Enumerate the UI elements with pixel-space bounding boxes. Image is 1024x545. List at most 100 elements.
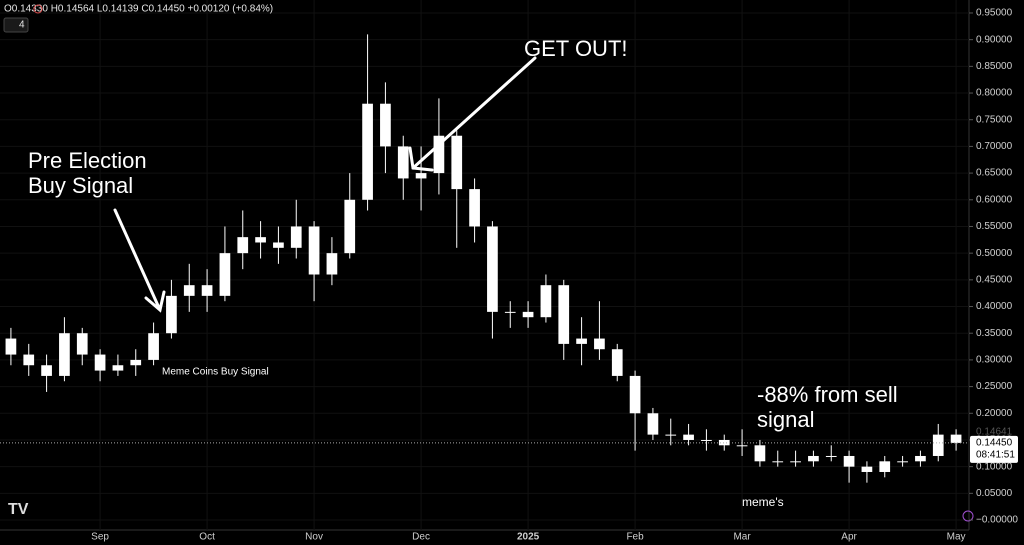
candle-body: [94, 354, 106, 371]
candle-body: [130, 359, 142, 366]
candle-body: [469, 189, 480, 227]
candles: [5, 34, 962, 483]
x-tick-label: Dec: [412, 532, 430, 543]
candle-body: [611, 349, 623, 376]
y-tick-label: 0.10000: [976, 461, 1013, 472]
candle-body: [808, 455, 819, 462]
x-tick-label: Nov: [305, 532, 323, 543]
arrow: [113, 208, 166, 313]
candle-body: [504, 311, 516, 313]
y-tick-label: 0.50000: [976, 248, 1013, 259]
candle-body: [255, 237, 266, 243]
y-tick-label: 0.25000: [976, 381, 1013, 392]
candle-body: [629, 375, 641, 414]
candle-body: [308, 226, 320, 275]
candle-body: [790, 461, 801, 463]
annotation: GET OUT!: [524, 36, 628, 61]
x-tick-label: May: [947, 532, 966, 543]
candle-body: [76, 333, 88, 355]
y-tick-label: 0.40000: [976, 301, 1013, 312]
y-tick-label: 0.45000: [976, 274, 1013, 285]
y-tick-label: 0.75000: [976, 114, 1013, 125]
candle-body: [5, 338, 17, 355]
candle-body: [273, 242, 284, 248]
close-icon[interactable]: [33, 4, 43, 14]
candle-body: [344, 199, 356, 254]
candle-body: [326, 253, 338, 275]
arrow: [408, 56, 537, 172]
y-tick-label: 0.85000: [976, 61, 1013, 72]
icon[interactable]: [962, 510, 974, 522]
y-tick-label: 0.30000: [976, 355, 1013, 366]
candle-body: [237, 237, 249, 254]
y-tick-label: 0.05000: [976, 488, 1013, 499]
candle-body: [183, 285, 195, 296]
candle-body: [41, 365, 52, 376]
x-tick-label: Oct: [199, 532, 215, 543]
candle-body: [290, 226, 302, 248]
y-tick-label: 0.90000: [976, 34, 1013, 45]
y-tick-label: 0.20000: [976, 408, 1013, 419]
last-price-label: 0.14450: [976, 438, 1013, 449]
y-tick-label: 0.60000: [976, 194, 1013, 205]
candle-body: [23, 354, 35, 366]
annotation: meme's: [742, 495, 784, 509]
candle-body: [683, 434, 694, 440]
last-price-box: [970, 435, 1018, 463]
candle-body: [380, 103, 391, 147]
candle-body: [201, 285, 213, 296]
candle-body: [932, 434, 944, 456]
arrows: [113, 56, 537, 313]
candle-body: [701, 439, 712, 441]
x-tick-label: Mar: [733, 532, 751, 543]
candle-body: [397, 146, 409, 179]
candle-body: [647, 413, 659, 435]
marker-label: 0.14641: [976, 427, 1013, 438]
ohlc-header: O0.14330 H0.14564 L0.14139 C0.14450 +0.0…: [4, 4, 273, 15]
candle-body: [112, 365, 124, 371]
countdown: 08:41:51: [976, 450, 1015, 461]
y-tick-label: 0.95000: [976, 8, 1013, 19]
candle-body: [861, 466, 873, 472]
candle-body: [362, 103, 373, 200]
candle-body: [736, 445, 748, 447]
candle-body: [522, 311, 534, 318]
candle-body: [148, 333, 159, 360]
candle-body: [772, 461, 784, 463]
candle-body: [594, 338, 605, 350]
candle-body: [433, 135, 445, 174]
annotation: Buy Signal: [28, 173, 133, 198]
candle-body: [950, 434, 962, 443]
y-tick-label: 0.80000: [976, 88, 1013, 99]
candle-body: [915, 455, 926, 462]
candle-body: [487, 226, 498, 312]
annotation: -88% from sell: [757, 382, 898, 407]
indicator-count: 4: [19, 20, 25, 31]
indicator-toggle[interactable]: [3, 17, 29, 33]
candle-body: [540, 285, 552, 318]
candle-body: [166, 295, 177, 334]
y-tick-label: 0.70000: [976, 141, 1013, 152]
y-tick-label: −0.00000: [976, 515, 1018, 526]
x-tick-label: 2025: [517, 532, 540, 543]
annotation: Pre Election: [28, 148, 147, 173]
candle-body: [558, 285, 570, 344]
x-tick-label: Sep: [91, 532, 109, 543]
x-tick-label: Apr: [841, 532, 857, 543]
candle-body: [897, 461, 908, 463]
annotation: signal: [757, 407, 814, 432]
candle-body: [754, 445, 766, 462]
candle-body: [576, 338, 587, 344]
logo: TV: [8, 501, 29, 518]
y-tick-label: 0.65000: [976, 168, 1013, 179]
y-tick-label: 0.35000: [976, 328, 1013, 339]
candle-body: [718, 439, 730, 446]
y-tick-label: 0.55000: [976, 221, 1013, 232]
x-tick-label: Feb: [626, 532, 644, 543]
candle-body: [843, 455, 855, 467]
candle-body: [665, 434, 677, 436]
candle-body: [219, 253, 231, 296]
candle-body: [451, 135, 463, 190]
